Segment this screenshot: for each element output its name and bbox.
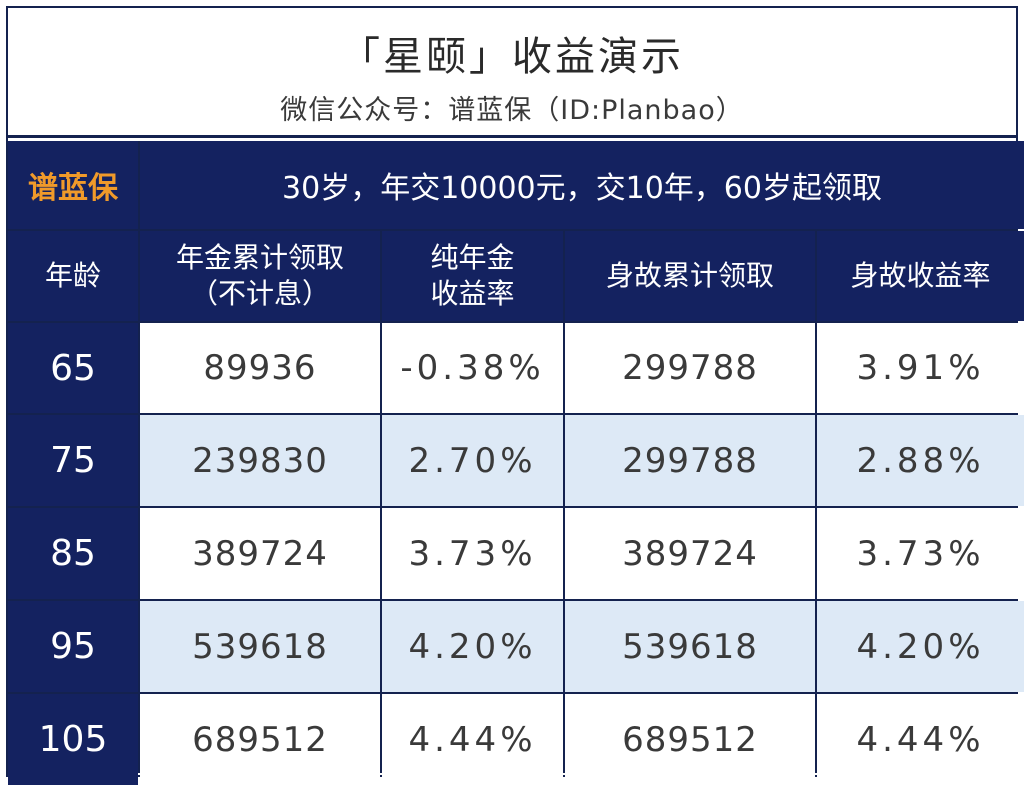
- table-cell-death-yield: 4.20%: [817, 601, 1024, 692]
- table-cell-annuity-yield: 2.70%: [382, 415, 563, 506]
- table-cell-annuity-total: 539618: [140, 601, 380, 692]
- column-header-line: （不计息）: [189, 277, 330, 310]
- table-cell-annuity-total: 689512: [140, 694, 380, 785]
- table-row-age: 95: [8, 601, 138, 692]
- column-header-annuity-total: 年金累计领取 （不计息）: [140, 231, 380, 321]
- table-cell-annuity-yield: 4.20%: [382, 601, 563, 692]
- table-cell-death-total: 389724: [565, 508, 815, 599]
- table-cell-death-total: 539618: [565, 601, 815, 692]
- table-row-age: 105: [8, 694, 138, 785]
- column-header-line: 收益率: [430, 277, 515, 310]
- column-header-annuity-yield: 纯年金 收益率: [382, 231, 563, 321]
- document-frame: 「星颐」收益演示 微信公众号：谱蓝保（ID:Planbao） 谱蓝保 30岁，年…: [6, 6, 1024, 785]
- table-cell-death-total: 299788: [565, 415, 815, 506]
- column-header-death-yield: 身故收益率: [817, 231, 1024, 321]
- table-cell-death-yield: 4.44%: [817, 694, 1024, 785]
- table-cell-death-yield: 2.88%: [817, 415, 1024, 506]
- column-header-age: 年龄: [8, 231, 138, 321]
- table-cell-annuity-total: 389724: [140, 508, 380, 599]
- table-row-age: 65: [8, 323, 138, 413]
- table-cell-death-total: 689512: [565, 694, 815, 785]
- page-subtitle: 微信公众号：谱蓝保（ID:Planbao）: [280, 95, 744, 126]
- table-cell-annuity-yield: 4.44%: [382, 694, 563, 785]
- condition-text: 30岁，年交10000元，交10年，60岁起领取: [140, 141, 1024, 229]
- table-row-age: 75: [8, 415, 138, 506]
- table-cell-death-total: 299788: [565, 323, 815, 413]
- returns-table: 谱蓝保 30岁，年交10000元，交10年，60岁起领取 年龄 年金累计领取 （…: [8, 141, 1024, 785]
- title-block: 「星颐」收益演示 微信公众号：谱蓝保（ID:Planbao）: [8, 8, 1016, 138]
- brand-label: 谱蓝保: [8, 141, 138, 229]
- page-title: 「星颐」收益演示: [340, 34, 684, 80]
- column-header-line: 身故收益率: [850, 258, 991, 292]
- table-cell-annuity-yield: -0.38%: [382, 323, 563, 413]
- table-row-age: 85: [8, 508, 138, 599]
- table-cell-annuity-yield: 3.73%: [382, 508, 563, 599]
- table-cell-death-yield: 3.91%: [817, 323, 1024, 413]
- column-header-line: 年龄: [44, 258, 101, 292]
- column-header-line: 年金累计领取: [175, 240, 344, 274]
- table-cell-annuity-total: 239830: [140, 415, 380, 506]
- table-cell-annuity-total: 89936: [140, 323, 380, 413]
- table-cell-death-yield: 3.73%: [817, 508, 1024, 599]
- column-header-line: 身故累计领取: [605, 258, 774, 292]
- column-header-death-total: 身故累计领取: [565, 231, 815, 321]
- column-header-line: 纯年金: [430, 240, 515, 274]
